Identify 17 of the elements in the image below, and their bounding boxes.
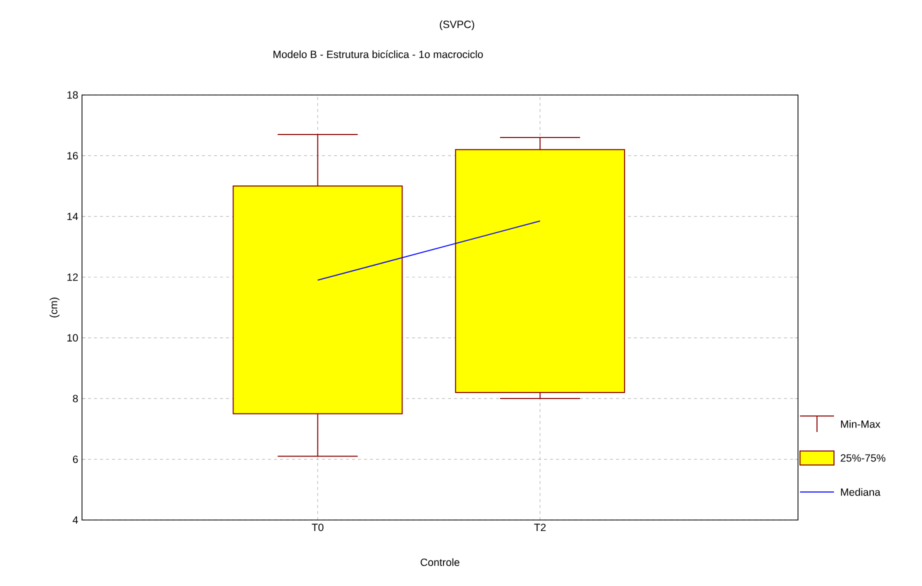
y-tick-label: 18: [67, 91, 78, 99]
y-tick-label: 14: [67, 212, 78, 220]
y-tick-label: 6: [73, 456, 78, 463]
text: Min-Max: [841, 420, 880, 428]
chart-title: (SVPC): [440, 20, 474, 30]
x-tick-label: T0: [312, 524, 324, 532]
y-tick-label: 12: [67, 273, 78, 281]
x-tick-label: T2: [534, 524, 546, 532]
y-tick-label: 16: [67, 152, 78, 160]
y-axis-title: (cm): [50, 298, 60, 318]
legend-label: 25%-75%: [840, 454, 886, 462]
legend-label: Mediana: [841, 488, 880, 496]
y-tick-label: 10: [67, 334, 78, 342]
y-tick-label: 4: [72, 516, 78, 524]
y-tick-label: 8: [72, 394, 78, 402]
chart-subtitle: Modelo B - Estrutura bicíclica - 1o macrociclo: [274, 50, 483, 58]
x-axis-title: Controle: [420, 558, 460, 566]
